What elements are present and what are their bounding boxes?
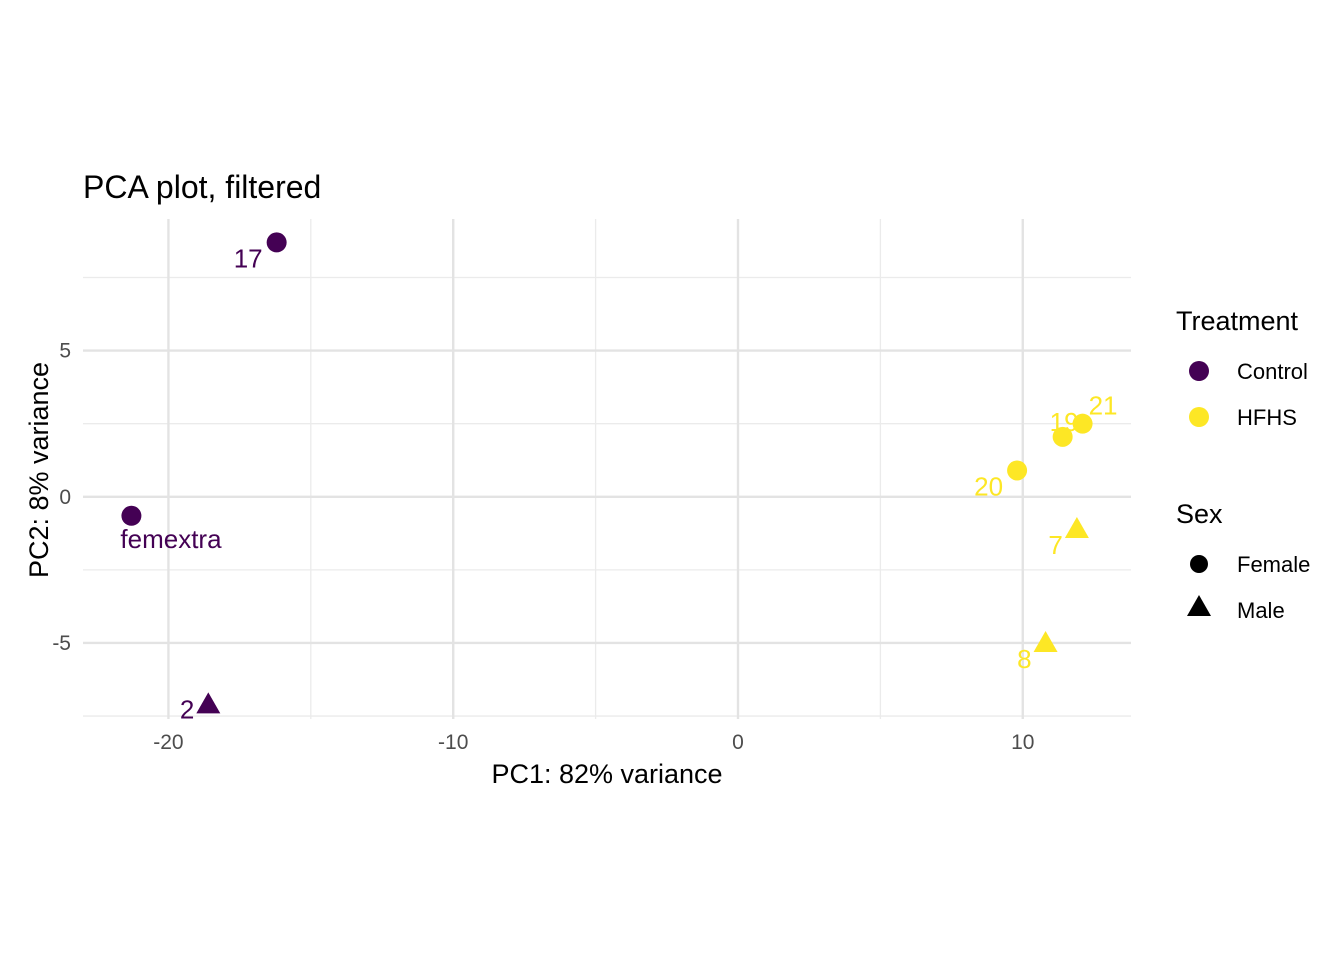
- y-tick-label: 5: [59, 340, 71, 363]
- y-axis-label: PC2: 8% variance: [24, 362, 54, 578]
- data-label: 2: [180, 694, 194, 724]
- x-tick-label: -10: [438, 731, 468, 754]
- legend-key-female: [1190, 555, 1208, 573]
- legend-key-male: [1187, 595, 1211, 616]
- plot-points: 17 femextra 2 21 19 20 7 8: [120, 232, 1118, 724]
- x-tick-label: -20: [153, 731, 183, 754]
- data-label: 7: [1048, 530, 1062, 560]
- y-axis-ticks: -5 0 5: [52, 340, 71, 655]
- legend-key-hfhs: [1189, 407, 1209, 427]
- data-label: 21: [1089, 391, 1118, 421]
- legend-label-hfhs: HFHS: [1237, 405, 1297, 430]
- data-point-female: [1072, 413, 1093, 434]
- legend-title-treatment: Treatment: [1176, 306, 1299, 336]
- data-label: 17: [234, 243, 263, 273]
- data-point-female: [1052, 426, 1073, 447]
- data-point-male: [1064, 516, 1089, 538]
- x-axis-label: PC1: 82% variance: [491, 759, 722, 789]
- legend-key-control: [1189, 361, 1209, 381]
- y-tick-label: -5: [52, 632, 71, 655]
- chart-title: PCA plot, filtered: [83, 169, 321, 205]
- data-label: 19: [1050, 407, 1079, 437]
- data-label: femextra: [120, 524, 222, 554]
- x-tick-label: 0: [732, 731, 744, 754]
- data-label: 20: [974, 471, 1003, 501]
- legend-title-sex: Sex: [1176, 499, 1223, 529]
- data-point-male: [196, 692, 221, 714]
- data-label: 8: [1017, 644, 1031, 674]
- legend-label-male: Male: [1237, 598, 1285, 623]
- x-axis-ticks: -20 -10 0 10: [153, 731, 1034, 754]
- y-tick-label: 0: [59, 486, 71, 509]
- legend-label-control: Control: [1237, 359, 1308, 384]
- x-tick-label: 10: [1011, 731, 1034, 754]
- data-point-female: [1007, 460, 1028, 481]
- data-point-female: [121, 505, 142, 526]
- data-point-female: [266, 232, 287, 253]
- legend: Treatment Control HFHS Sex Female Male: [1176, 306, 1310, 623]
- plot-grid: [83, 219, 1131, 719]
- legend-label-female: Female: [1237, 552, 1310, 577]
- data-point-male: [1033, 630, 1058, 652]
